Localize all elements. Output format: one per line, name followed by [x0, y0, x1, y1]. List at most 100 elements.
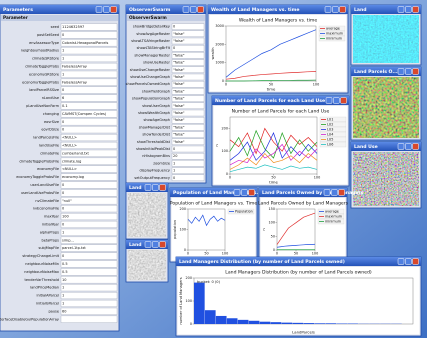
minimize-button[interactable] [145, 242, 151, 248]
legend-label: maximum [325, 215, 343, 219]
param-field[interactable] [61, 213, 117, 220]
param-name: economyFile [37, 167, 59, 171]
maximize-button[interactable] [405, 69, 411, 75]
param-field[interactable] [61, 308, 117, 315]
close-button[interactable] [340, 7, 346, 13]
param-field[interactable] [61, 316, 117, 323]
param-field[interactable] [61, 261, 117, 268]
minimize-button[interactable] [96, 7, 102, 13]
param-field[interactable] [61, 300, 117, 307]
table-header: ObserverSwarm [129, 15, 167, 20]
minimize-button[interactable] [398, 69, 404, 75]
y-tick-label: 200 [180, 207, 186, 211]
histogram-bar [227, 318, 238, 324]
param-field[interactable] [61, 103, 117, 110]
close-button[interactable] [341, 98, 347, 104]
minimize-button[interactable] [398, 7, 404, 13]
param-field[interactable] [172, 168, 204, 174]
minimize-button[interactable] [325, 7, 331, 13]
param-field[interactable] [61, 292, 117, 299]
param-value: 0 [173, 147, 175, 151]
close-button[interactable] [160, 242, 166, 248]
param-value: "false" [173, 68, 185, 72]
minimize-button[interactable] [145, 185, 151, 191]
param-field[interactable] [61, 126, 117, 133]
minimize-button[interactable] [324, 190, 330, 196]
y-tick-label: 2000 [215, 42, 224, 46]
close-button[interactable] [198, 7, 204, 13]
param-field[interactable] [61, 32, 117, 39]
param-field[interactable] [61, 221, 117, 228]
maximize-button[interactable] [405, 7, 411, 13]
param-field[interactable] [172, 146, 204, 152]
param-field[interactable] [61, 71, 117, 78]
maximize-button[interactable] [333, 98, 339, 104]
window-title: ObserverSwarm [129, 7, 171, 13]
maximize-button[interactable] [405, 144, 411, 150]
param-field[interactable] [61, 253, 117, 260]
param-field[interactable] [172, 24, 204, 30]
param-field[interactable] [61, 284, 117, 291]
chart-title: Land Parcels Owned by Land Managers [258, 201, 349, 207]
minimize-button[interactable] [234, 190, 240, 196]
maximize-button[interactable] [405, 259, 411, 265]
y-tick-label: 200 [186, 276, 192, 280]
param-field[interactable] [61, 87, 117, 94]
param-field[interactable] [61, 190, 117, 197]
plot-area [226, 26, 316, 81]
histogram-bar [271, 322, 282, 324]
param-field[interactable] [61, 55, 117, 62]
param-field[interactable] [172, 175, 204, 181]
close-button[interactable] [249, 190, 255, 196]
param-value: 1 [62, 49, 64, 53]
close-button[interactable] [160, 185, 166, 191]
param-field[interactable] [61, 276, 117, 283]
minimize-button[interactable] [398, 259, 404, 265]
param-name: showLTSAfringeRaster [131, 39, 170, 43]
param-field[interactable] [172, 160, 204, 166]
plot-area [194, 278, 413, 324]
param-value: 0.1 [62, 104, 68, 108]
minimize-button[interactable] [326, 98, 332, 104]
param-field[interactable] [61, 205, 117, 212]
maximize-button[interactable] [152, 185, 158, 191]
maximize-button[interactable] [152, 242, 158, 248]
legend-label: minimum [325, 220, 342, 224]
maximize-button[interactable] [241, 190, 247, 196]
param-field[interactable] [172, 45, 204, 51]
param-name: strategyChangeLimit [22, 254, 59, 258]
param-value: 0 [62, 183, 64, 187]
close-button[interactable] [413, 7, 419, 13]
param-name: initialGParcel [36, 301, 59, 305]
param-name: nvEconomyFile [33, 207, 59, 211]
y-tick-label: 150 [269, 207, 275, 211]
y-tick-label: 100 [269, 221, 275, 225]
maximize-button[interactable] [103, 7, 109, 13]
param-field[interactable] [61, 118, 117, 125]
maximize-button[interactable] [332, 7, 338, 13]
plot-area [188, 209, 225, 250]
maximize-button[interactable] [190, 7, 196, 13]
x-tick-label: 100 [313, 83, 319, 87]
legend-label: LU4 [327, 133, 333, 137]
maximize-button[interactable] [331, 190, 337, 196]
param-name: userLandUseProbsFile [21, 191, 59, 195]
param-name: subjMapFile [39, 246, 59, 250]
close-button[interactable] [111, 7, 117, 13]
param-field[interactable] [61, 182, 117, 189]
legend-label: maximum [326, 32, 344, 36]
histogram-bar [249, 321, 260, 324]
param-field[interactable] [61, 229, 117, 236]
param-field[interactable] [61, 47, 117, 54]
close-button[interactable] [413, 144, 419, 150]
minimize-button[interactable] [183, 7, 189, 13]
minimize-button[interactable] [398, 144, 404, 150]
param-field[interactable] [61, 269, 117, 276]
histogram-bar [304, 323, 315, 324]
close-button[interactable] [339, 190, 345, 196]
histogram-bar [325, 323, 336, 324]
param-field[interactable] [61, 95, 117, 102]
close-button[interactable] [413, 69, 419, 75]
param-value: 1 [173, 161, 175, 165]
close-button[interactable] [413, 259, 419, 265]
